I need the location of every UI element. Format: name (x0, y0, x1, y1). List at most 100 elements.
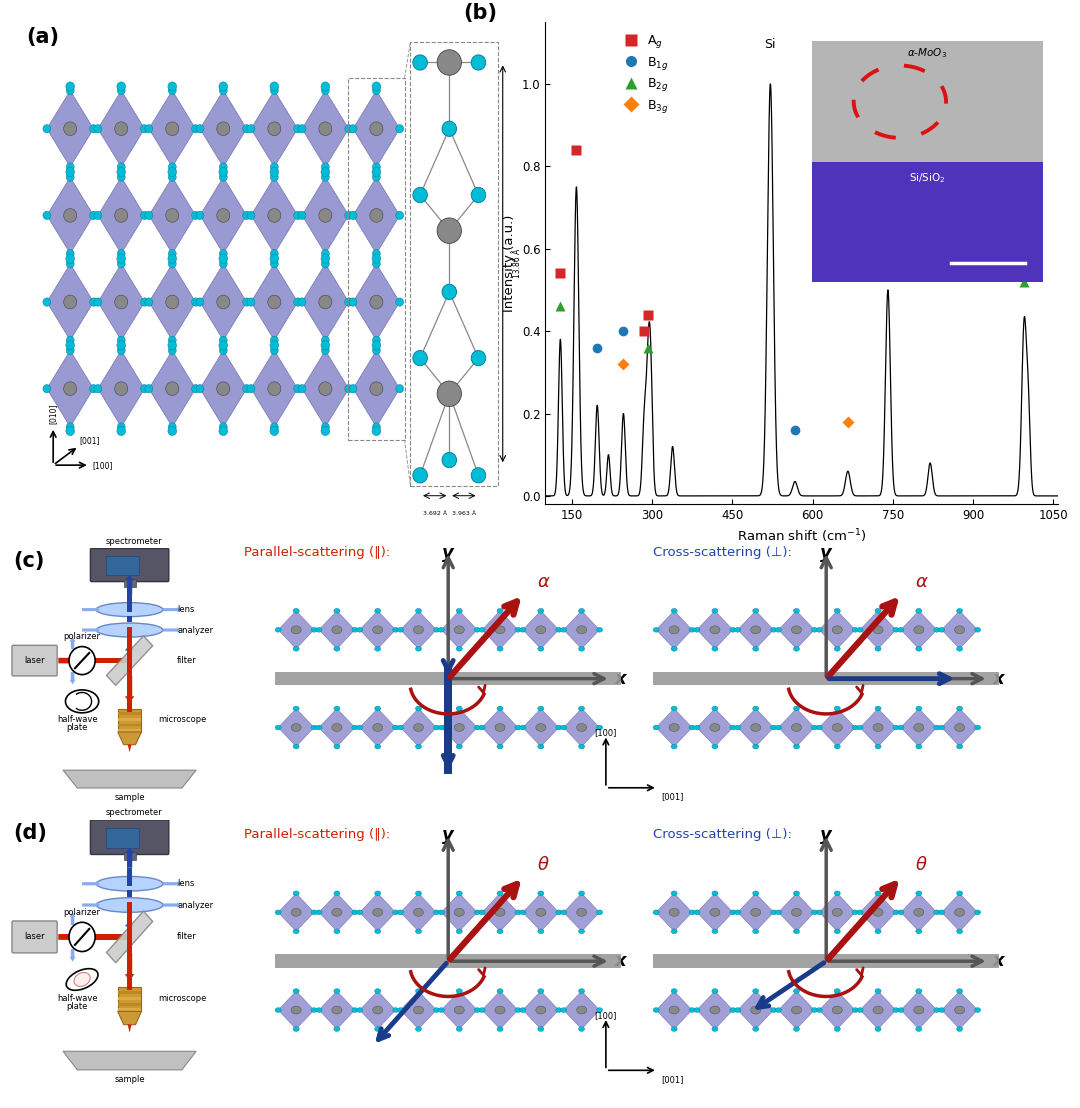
Circle shape (442, 284, 457, 299)
Circle shape (372, 82, 381, 91)
Circle shape (373, 163, 380, 171)
Circle shape (375, 1027, 381, 1032)
Circle shape (670, 724, 679, 731)
Text: Cross-scattering (⊥):: Cross-scattering (⊥): (653, 545, 792, 558)
Circle shape (275, 725, 281, 730)
Circle shape (416, 608, 421, 613)
Circle shape (561, 1007, 567, 1013)
Polygon shape (401, 708, 436, 747)
Circle shape (671, 745, 677, 749)
Circle shape (90, 384, 97, 393)
Circle shape (897, 725, 904, 730)
Circle shape (219, 167, 228, 176)
Polygon shape (302, 91, 349, 167)
Circle shape (916, 646, 922, 652)
Circle shape (753, 608, 759, 613)
FancyArrow shape (82, 881, 99, 886)
Circle shape (243, 212, 251, 219)
Circle shape (538, 608, 544, 613)
Circle shape (219, 427, 228, 435)
Polygon shape (200, 264, 246, 340)
Ellipse shape (96, 876, 163, 891)
Circle shape (311, 1007, 318, 1013)
Polygon shape (942, 991, 977, 1029)
Circle shape (771, 725, 777, 730)
Circle shape (957, 1027, 962, 1032)
Text: laser: laser (24, 933, 45, 942)
Polygon shape (901, 991, 936, 1029)
Polygon shape (251, 91, 298, 167)
Circle shape (816, 627, 822, 633)
Text: half-wave: half-wave (57, 716, 97, 725)
Polygon shape (860, 708, 896, 747)
Bar (118, 997, 141, 999)
Circle shape (69, 922, 95, 952)
FancyArrow shape (163, 627, 180, 633)
Circle shape (293, 745, 299, 749)
Circle shape (334, 608, 340, 613)
Circle shape (375, 988, 381, 994)
Circle shape (515, 910, 521, 915)
Circle shape (393, 910, 399, 915)
Polygon shape (360, 991, 395, 1029)
Circle shape (734, 725, 741, 730)
Circle shape (671, 1027, 677, 1032)
Circle shape (334, 891, 340, 895)
Polygon shape (353, 91, 400, 167)
Circle shape (495, 1006, 505, 1014)
Polygon shape (302, 264, 349, 340)
Circle shape (294, 384, 301, 393)
FancyBboxPatch shape (91, 548, 168, 582)
Circle shape (974, 910, 981, 915)
Polygon shape (657, 991, 692, 1029)
Polygon shape (149, 264, 195, 340)
Circle shape (270, 427, 279, 435)
Circle shape (414, 909, 423, 916)
Circle shape (219, 249, 227, 258)
Ellipse shape (66, 690, 98, 712)
Polygon shape (820, 893, 855, 932)
Circle shape (456, 608, 462, 613)
Circle shape (875, 706, 881, 711)
Circle shape (497, 929, 503, 934)
Circle shape (356, 910, 363, 915)
Bar (348, 78, 405, 440)
Circle shape (712, 646, 718, 652)
Circle shape (751, 1006, 760, 1014)
FancyArrow shape (125, 921, 134, 937)
Polygon shape (942, 893, 977, 932)
Polygon shape (738, 991, 773, 1029)
Circle shape (974, 627, 981, 633)
Ellipse shape (96, 623, 163, 637)
Circle shape (322, 347, 329, 355)
Circle shape (710, 626, 720, 634)
Polygon shape (107, 636, 152, 686)
Circle shape (334, 988, 340, 994)
Circle shape (474, 910, 481, 915)
Circle shape (195, 124, 204, 133)
Text: $\bfit{y}$: $\bfit{y}$ (441, 545, 456, 564)
Circle shape (345, 384, 353, 393)
Text: $\bfit{y}$: $\bfit{y}$ (819, 545, 834, 564)
Circle shape (268, 382, 281, 396)
Circle shape (480, 627, 485, 633)
Bar (123, 852, 136, 860)
Circle shape (165, 122, 179, 135)
Polygon shape (98, 177, 145, 254)
Circle shape (816, 1007, 822, 1013)
Bar (118, 724, 141, 727)
Circle shape (495, 724, 505, 731)
Circle shape (270, 173, 279, 182)
Circle shape (794, 745, 799, 749)
Circle shape (474, 627, 481, 633)
Text: lens: lens (177, 605, 194, 614)
Bar (275, 954, 621, 968)
Circle shape (689, 910, 696, 915)
Polygon shape (127, 745, 132, 752)
Polygon shape (442, 991, 477, 1029)
Circle shape (712, 1027, 718, 1032)
FancyArrow shape (163, 881, 180, 886)
Circle shape (195, 384, 204, 393)
Bar (106, 828, 139, 848)
Circle shape (689, 725, 696, 730)
